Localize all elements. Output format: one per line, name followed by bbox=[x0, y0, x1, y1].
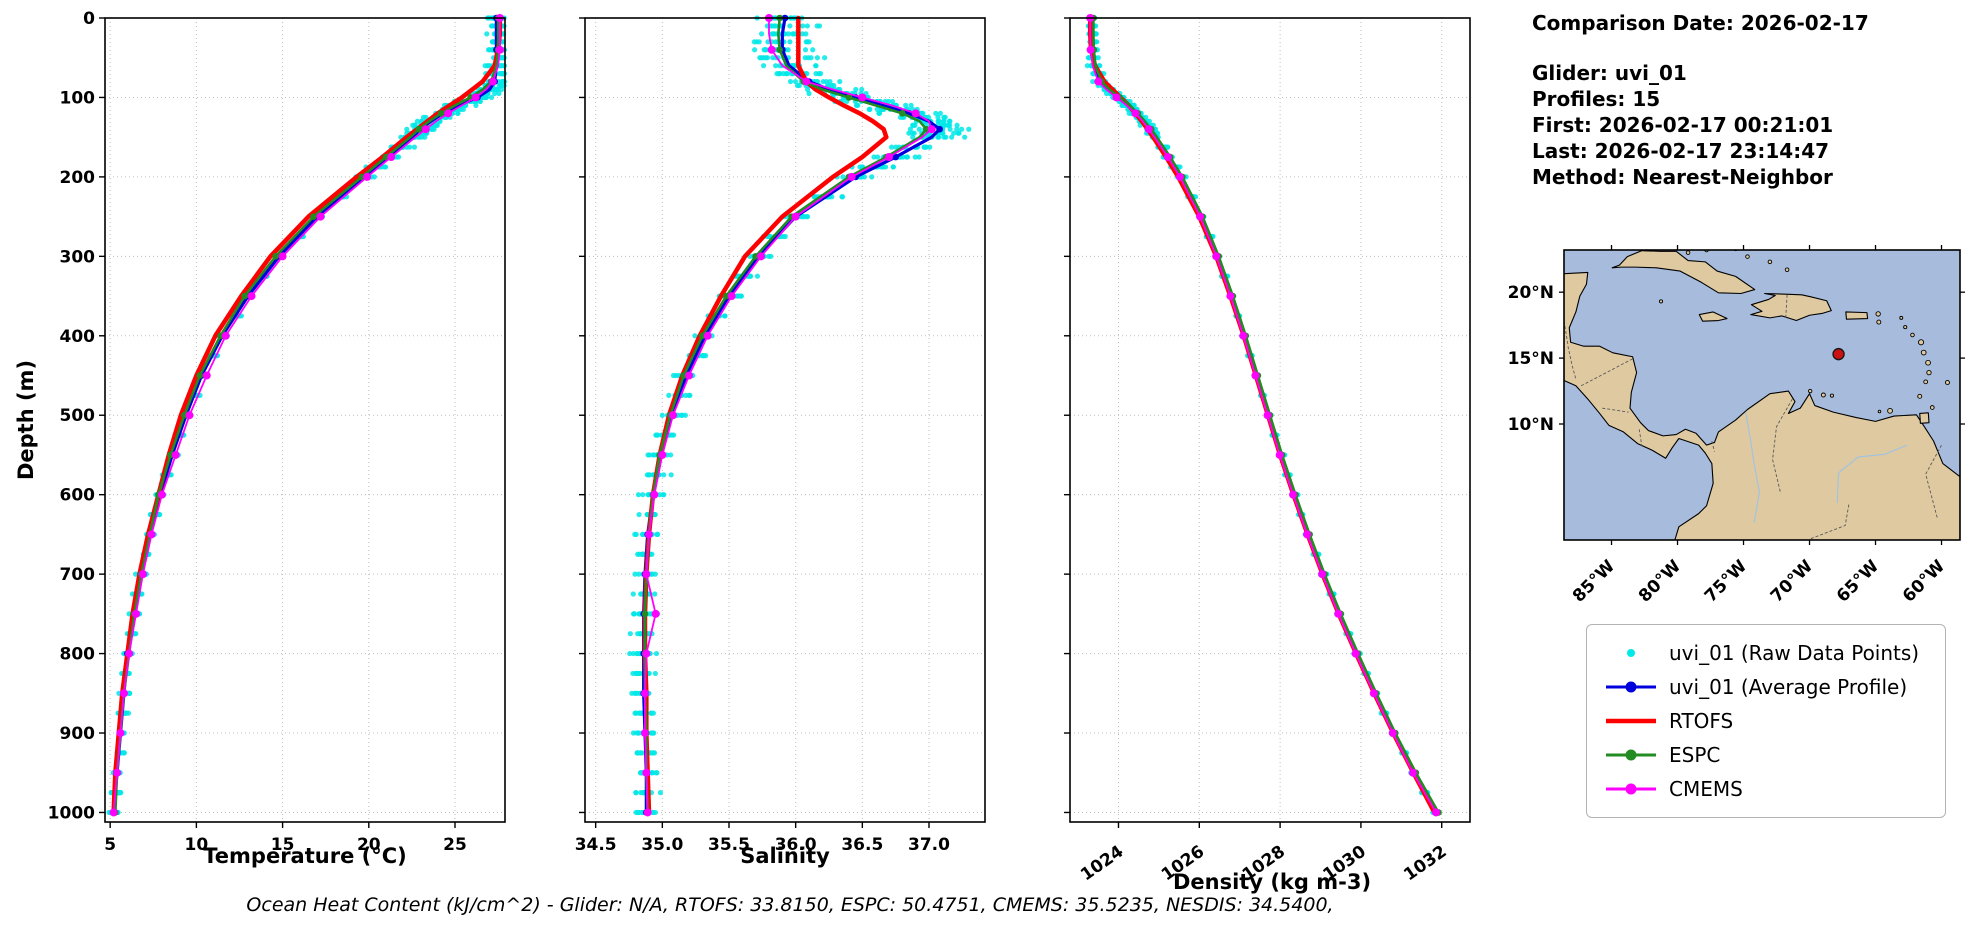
svg-text:0: 0 bbox=[83, 9, 95, 29]
series-line-espc bbox=[643, 16, 928, 814]
profile-plot-0: 5 10 15 20 25 0 100 200 300 400 500 600 700 800 900 100… bbox=[48, 9, 507, 855]
svg-text:85°W: 85°W bbox=[1569, 556, 1619, 606]
first-profile-time-text: First: 2026-02-17 00:21:01 bbox=[1532, 113, 1834, 137]
svg-text:20°N: 20°N bbox=[1508, 283, 1554, 303]
info-panel: Comparison Date: 2026-02-17 Glider: uvi_… bbox=[1532, 10, 1869, 190]
x-axis-label-salinity: Salinity bbox=[740, 844, 830, 868]
svg-text:900: 900 bbox=[60, 724, 96, 744]
map-inset bbox=[1564, 250, 1960, 540]
svg-text:60°W: 60°W bbox=[1899, 556, 1949, 606]
svg-text:35.0: 35.0 bbox=[641, 835, 683, 855]
legend: uvi_01 (Raw Data Points) uvi_01 (Average… bbox=[1586, 624, 1946, 818]
raw-data-points bbox=[106, 15, 507, 816]
y-axis-label-depth: Depth (m) bbox=[14, 359, 38, 481]
legend-item-espc: ESPC bbox=[1601, 738, 1931, 772]
svg-text:34.5: 34.5 bbox=[575, 835, 617, 855]
svg-text:70°W: 70°W bbox=[1767, 556, 1817, 606]
legend-marker-rtofs-line bbox=[1601, 708, 1661, 734]
series-line-rtofs bbox=[111, 15, 503, 815]
series-line-cmems bbox=[644, 17, 933, 814]
legend-item-cmems: CMEMS bbox=[1601, 772, 1931, 806]
x-axis-label-density: Density (kg m-3) bbox=[1172, 870, 1372, 894]
svg-text:36.5: 36.5 bbox=[841, 835, 883, 855]
svg-text:800: 800 bbox=[60, 645, 96, 665]
method-text: Method: Nearest-Neighbor bbox=[1532, 165, 1833, 189]
series-markers-espc bbox=[112, 14, 502, 816]
svg-text:5: 5 bbox=[104, 835, 116, 855]
profile-plot-1: 34.5 35.0 35.5 36.0 36.5 37.0 bbox=[575, 14, 986, 855]
svg-text:20: 20 bbox=[357, 835, 381, 855]
series-markers-cmems bbox=[109, 14, 504, 817]
legend-label: uvi_01 (Raw Data Points) bbox=[1669, 641, 1920, 665]
svg-text:75°W: 75°W bbox=[1701, 556, 1751, 606]
svg-text:36.0: 36.0 bbox=[775, 835, 817, 855]
series-line-uvi01_avg bbox=[642, 16, 942, 815]
legend-item-average: uvi_01 (Average Profile) bbox=[1601, 670, 1931, 704]
svg-text:300: 300 bbox=[60, 247, 96, 267]
legend-label: RTOFS bbox=[1669, 709, 1734, 733]
svg-text:15: 15 bbox=[271, 835, 295, 855]
series-markers-cmems bbox=[1086, 14, 1441, 817]
glider-location-marker bbox=[1832, 347, 1845, 361]
legend-marker-cmems-line bbox=[1601, 776, 1661, 802]
glider-name-text: Glider: uvi_01 bbox=[1532, 61, 1687, 85]
series-line-espc bbox=[114, 16, 500, 814]
svg-text:10: 10 bbox=[185, 835, 209, 855]
profiles-count-text: Profiles: 15 bbox=[1532, 87, 1661, 111]
svg-text:37.0: 37.0 bbox=[908, 835, 950, 855]
profile-plot-2: 1024 1026 1028 1030 1032 bbox=[1064, 14, 1471, 886]
svg-text:1000: 1000 bbox=[48, 803, 95, 823]
ocean-heat-content-caption: Ocean Heat Content (kJ/cm^2) - Glider: N… bbox=[246, 894, 1334, 916]
svg-text:700: 700 bbox=[60, 565, 96, 585]
svg-text:100: 100 bbox=[60, 88, 96, 108]
x-axis-label-temperature: Temperature (°C) bbox=[203, 844, 407, 868]
svg-text:15°N: 15°N bbox=[1508, 349, 1554, 369]
svg-text:25: 25 bbox=[443, 835, 467, 855]
legend-label: ESPC bbox=[1669, 743, 1721, 767]
legend-item-rtofs: RTOFS bbox=[1601, 704, 1931, 738]
last-profile-time-text: Last: 2026-02-17 23:14:47 bbox=[1532, 139, 1830, 163]
svg-text:35.5: 35.5 bbox=[708, 835, 750, 855]
series-line-cmems bbox=[112, 17, 501, 814]
series-line-cmems bbox=[1089, 17, 1437, 814]
legend-marker-espc-line bbox=[1601, 742, 1661, 768]
svg-text:80°W: 80°W bbox=[1635, 556, 1685, 606]
legend-label: uvi_01 (Average Profile) bbox=[1669, 675, 1908, 699]
svg-text:500: 500 bbox=[60, 406, 96, 426]
legend-marker-average-line bbox=[1601, 674, 1661, 700]
legend-item-raw: uvi_01 (Raw Data Points) bbox=[1601, 636, 1931, 670]
svg-text:65°W: 65°W bbox=[1833, 556, 1883, 606]
svg-text:1032: 1032 bbox=[1400, 842, 1450, 886]
legend-label: CMEMS bbox=[1669, 777, 1743, 801]
svg-text:400: 400 bbox=[60, 327, 96, 347]
comparison-date-text: Comparison Date: 2026-02-17 bbox=[1532, 11, 1869, 35]
series-markers-cmems bbox=[641, 14, 936, 817]
svg-text:600: 600 bbox=[60, 486, 96, 506]
series-line-espc bbox=[1092, 16, 1440, 814]
svg-text:1024: 1024 bbox=[1077, 842, 1127, 886]
svg-text:10°N: 10°N bbox=[1508, 415, 1554, 435]
svg-text:200: 200 bbox=[60, 168, 96, 188]
legend-marker-raw-points bbox=[1601, 640, 1661, 666]
